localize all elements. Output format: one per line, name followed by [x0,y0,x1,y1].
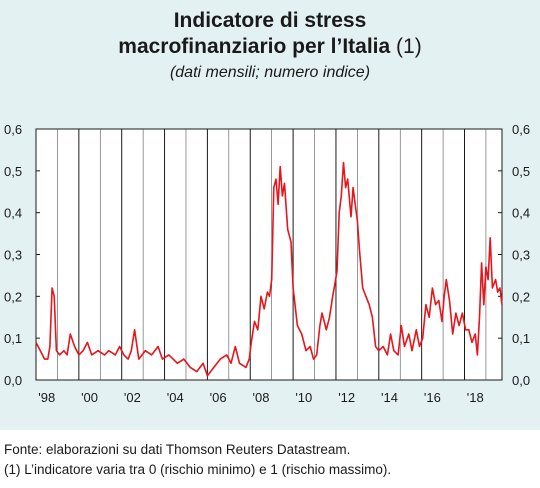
line-chart: 0,0 0,1 0,2 0,3 0,4 0,5 0,6 0,0 0,1 0,2 0,3 0,4 0,5… [4,122,530,405]
notes: Fonte: elaborazioni su dati Thomson Reut… [4,440,391,480]
footnote: (1) L’indicatore varia tra 0 (rischio mi… [4,462,392,477]
x-tick-label: '04 [167,390,184,405]
y-tick-label-left: 0,2 [4,289,22,304]
y-tick-label-right: 0,4 [512,206,530,221]
y-tick-label-left: 0,6 [4,122,22,137]
title-footnote-ref: (1) [390,35,422,58]
source-note: Fonte: elaborazioni su dati Thomson Reut… [4,442,351,457]
x-tick-label: '02 [124,390,141,405]
x-tick-label: '00 [81,390,98,405]
chart-title: Indicatore di stress macrofinanziario pe… [0,8,540,60]
plot-area [35,128,503,381]
x-tick-label: '08 [252,390,269,405]
y-tick-label-right: 0,3 [512,248,530,263]
series-line [35,161,503,377]
y-tick-label-left: 0,1 [4,331,22,346]
chart-subtitle: (dati mensili; numero indice) [169,64,371,81]
x-tick-label: '98 [38,390,55,405]
y-tick-label-right: 0,2 [512,289,530,304]
x-tick-label: '10 [295,390,312,405]
y-tick-label-left: 0,0 [4,373,22,388]
y-tick-label-left: 0,4 [4,206,22,221]
title-line-2: macrofinanziario per l’Italia [118,35,391,58]
y-axis-left: 0,0 0,1 0,2 0,3 0,4 0,5 0,6 [4,122,22,388]
vertical-grid [57,129,487,380]
x-tick-label: '14 [381,390,398,405]
y-tick-label-right: 0,6 [512,122,530,137]
x-tick-label: '18 [467,390,484,405]
y-tick-label-right: 0,1 [512,331,530,346]
y-tick-label-left: 0,3 [4,248,22,263]
y-tick-label-right: 0,0 [512,373,530,388]
y-tick-label-right: 0,5 [512,164,530,179]
title-line-1: Indicatore di stress [173,9,367,32]
y-axis-right: 0,0 0,1 0,2 0,3 0,4 0,5 0,6 [512,122,530,388]
x-tick-label: '12 [338,390,355,405]
x-tick-label: '16 [424,390,441,405]
y-tick-label-left: 0,5 [4,164,22,179]
x-tick-label: '06 [210,390,227,405]
x-axis: '98 '00 '02 '04 '06 '08 '10 '12 '14 '16 '18 [38,390,483,405]
